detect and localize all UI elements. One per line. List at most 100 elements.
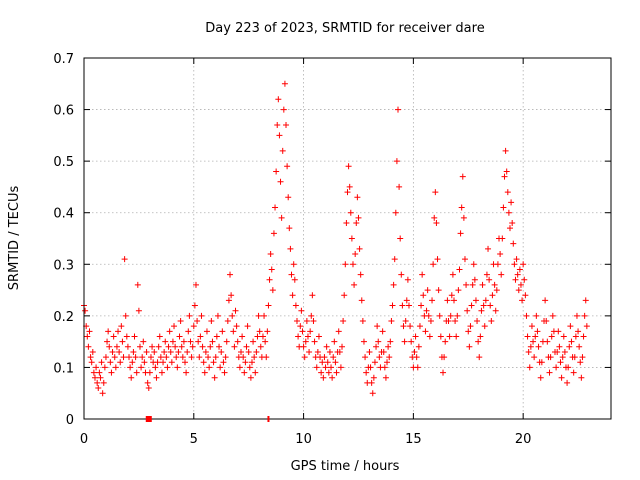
data-point bbox=[454, 312, 461, 319]
data-point bbox=[241, 369, 248, 376]
data-point bbox=[525, 348, 532, 355]
data-point bbox=[391, 256, 398, 263]
data-point bbox=[426, 333, 433, 340]
data-point bbox=[528, 323, 535, 330]
data-point bbox=[435, 287, 442, 294]
data-point bbox=[504, 189, 511, 196]
data-point bbox=[187, 338, 194, 345]
data-point bbox=[268, 266, 275, 273]
y-tick-label: 0.4 bbox=[53, 207, 74, 222]
data-point bbox=[143, 348, 150, 355]
data-point bbox=[538, 359, 545, 366]
data-point bbox=[576, 343, 583, 350]
data-point bbox=[512, 276, 519, 283]
data-point bbox=[465, 328, 472, 335]
data-point bbox=[201, 369, 208, 376]
data-point bbox=[333, 369, 340, 376]
data-point bbox=[537, 374, 544, 381]
data-point bbox=[446, 333, 453, 340]
data-point bbox=[104, 338, 111, 345]
data-point bbox=[570, 369, 577, 376]
data-point bbox=[366, 348, 373, 355]
data-point bbox=[185, 328, 192, 335]
data-point bbox=[371, 359, 378, 366]
data-point bbox=[212, 354, 219, 361]
data-point bbox=[218, 348, 225, 355]
data-point bbox=[494, 261, 501, 268]
data-point bbox=[172, 343, 179, 350]
data-point bbox=[224, 318, 231, 325]
data-point bbox=[136, 343, 143, 350]
data-point bbox=[109, 348, 116, 355]
data-point bbox=[348, 235, 355, 242]
data-point bbox=[199, 343, 206, 350]
data-point bbox=[413, 354, 420, 361]
data-point bbox=[145, 385, 152, 392]
data-point bbox=[208, 318, 215, 325]
data-point bbox=[387, 338, 394, 345]
data-point bbox=[431, 214, 438, 221]
data-point bbox=[295, 333, 302, 340]
data-point bbox=[580, 333, 587, 340]
data-point bbox=[128, 374, 135, 381]
data-point bbox=[583, 323, 590, 330]
data-point bbox=[192, 281, 199, 288]
data-point bbox=[578, 374, 585, 381]
data-point bbox=[506, 225, 513, 232]
data-point bbox=[112, 364, 119, 371]
data-point bbox=[480, 302, 487, 309]
data-point bbox=[458, 204, 465, 211]
data-point bbox=[382, 374, 389, 381]
axis-ticks bbox=[83, 57, 611, 420]
data-point bbox=[328, 364, 335, 371]
data-point bbox=[89, 348, 96, 355]
data-point bbox=[420, 292, 427, 299]
data-point bbox=[336, 348, 343, 355]
x-tick-label: 5 bbox=[190, 432, 198, 447]
data-point bbox=[355, 214, 362, 221]
data-point bbox=[266, 276, 273, 283]
data-point bbox=[548, 333, 555, 340]
data-point bbox=[521, 276, 528, 283]
data-point bbox=[368, 379, 375, 386]
data-point bbox=[264, 328, 271, 335]
data-point bbox=[488, 318, 495, 325]
data-point bbox=[214, 312, 221, 319]
data-point bbox=[397, 235, 404, 242]
data-point bbox=[509, 220, 516, 227]
data-point bbox=[452, 318, 459, 325]
data-point bbox=[389, 302, 396, 309]
data-point bbox=[158, 369, 165, 376]
data-point bbox=[384, 359, 391, 366]
data-point bbox=[105, 328, 112, 335]
data-point bbox=[380, 348, 387, 355]
data-point bbox=[340, 318, 347, 325]
axis-markers bbox=[145, 416, 270, 422]
data-point bbox=[108, 369, 115, 376]
data-point bbox=[227, 271, 234, 278]
data-point bbox=[491, 281, 498, 288]
data-point bbox=[198, 312, 205, 319]
data-point bbox=[200, 359, 207, 366]
data-point bbox=[448, 292, 455, 299]
data-point bbox=[343, 220, 350, 227]
data-point bbox=[309, 292, 316, 299]
data-point bbox=[416, 323, 423, 330]
data-point bbox=[263, 354, 270, 361]
data-point bbox=[127, 364, 134, 371]
data-point bbox=[102, 354, 109, 361]
data-point bbox=[376, 354, 383, 361]
data-point bbox=[292, 302, 299, 309]
data-point bbox=[557, 359, 564, 366]
data-point bbox=[464, 307, 471, 314]
data-point bbox=[277, 178, 284, 185]
data-point bbox=[288, 271, 295, 278]
data-point bbox=[558, 374, 565, 381]
data-point bbox=[331, 338, 338, 345]
data-point bbox=[532, 333, 539, 340]
data-point bbox=[189, 343, 196, 350]
data-point bbox=[356, 245, 363, 252]
data-point bbox=[442, 338, 449, 345]
data-point bbox=[120, 354, 127, 361]
y-tick-label: 0.7 bbox=[53, 52, 74, 67]
